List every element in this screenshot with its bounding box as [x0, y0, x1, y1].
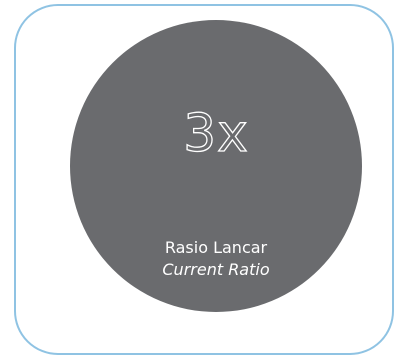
- metric-value: 3x: [182, 103, 249, 164]
- metric-label-english: Current Ratio: [162, 260, 270, 279]
- metric-label: Rasio Lancar: [164, 238, 268, 257]
- metric-circle: 3x Rasio Lancar Current Ratio: [70, 20, 362, 312]
- metric-card: 3x Rasio Lancar Current Ratio: [14, 4, 394, 355]
